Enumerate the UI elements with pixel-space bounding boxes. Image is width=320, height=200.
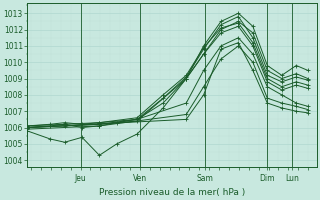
X-axis label: Pression niveau de la mer( hPa ): Pression niveau de la mer( hPa ) bbox=[99, 188, 245, 197]
